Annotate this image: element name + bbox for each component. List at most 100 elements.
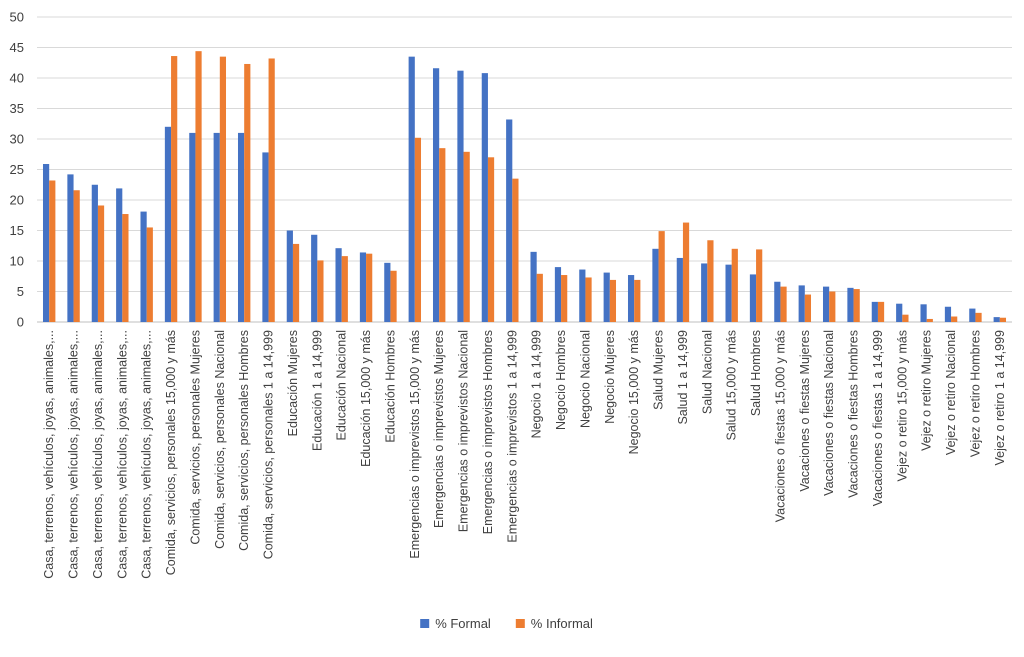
x-tick-label: Comida, servicios, personales Hombres <box>237 330 251 551</box>
bar-formal <box>237 132 245 322</box>
bar-informal <box>171 56 178 322</box>
x-tick-label: Casa, terrenos, vehículos, joyas, animal… <box>91 330 105 579</box>
bar-informal <box>49 180 56 322</box>
bar-formal <box>969 308 976 322</box>
bar-informal <box>609 279 617 322</box>
bar-formal <box>140 211 147 322</box>
bar-formal <box>749 274 757 322</box>
x-tick-label: Vacaciones o fiestas Hombres <box>847 330 861 498</box>
bar-informal <box>682 222 690 322</box>
bar-informal <box>658 231 665 322</box>
bar-informal <box>244 63 251 322</box>
bar-informal <box>414 137 422 322</box>
bar-informal <box>975 312 982 322</box>
y-tick-label: 45 <box>10 40 24 55</box>
bar-informal <box>561 275 568 322</box>
y-tick-label: 35 <box>10 101 24 116</box>
x-tick-label: Casa, terrenos, vehículos, joyas, animal… <box>42 330 56 579</box>
x-tick-label: Vacaciones o fiestas 1 a 14,999 <box>871 330 885 506</box>
x-tick-label: Comida, servicios, personales 1 a 14,999 <box>262 330 276 559</box>
bar-informal <box>902 314 909 322</box>
bar-informal <box>829 291 836 322</box>
bar-formal <box>676 257 683 322</box>
bar-informal <box>292 243 300 322</box>
legend-swatch <box>420 619 430 628</box>
x-tick-label: Casa, terrenos, vehículos, joyas, animal… <box>115 330 129 579</box>
x-tick-label: Educación 15,000 y más <box>359 330 373 467</box>
x-tick-label: Emergencias o imprevistos 1 a 14,999 <box>505 330 519 543</box>
y-tick-label: 25 <box>10 162 24 177</box>
x-tick-label: Vacaciones o fiestas 15,000 y más <box>773 330 787 522</box>
bar-informal <box>487 157 495 322</box>
bar-informal <box>390 270 397 322</box>
bar-informal <box>951 316 958 322</box>
bar-informal <box>317 260 324 322</box>
bar-formal <box>530 251 537 322</box>
x-tick-label: Educación 1 a 14,999 <box>310 330 324 451</box>
bar-formal <box>554 267 562 322</box>
bar-formal <box>652 248 659 322</box>
bar-informal <box>877 301 885 322</box>
bar-informal <box>73 190 80 322</box>
x-tick-label: Vacaciones o fiestas Mujeres <box>798 330 812 492</box>
bar-informal <box>780 286 787 322</box>
bar-informal <box>341 256 348 322</box>
bar-formal <box>944 306 952 322</box>
y-tick-label: 30 <box>10 132 24 147</box>
bar-informal <box>853 289 860 322</box>
x-tick-label: Vejez o retiro 1 a 14,999 <box>993 330 1007 466</box>
bar-formal <box>871 301 878 322</box>
x-tick-label: Comida, servicios, personales Nacional <box>213 330 227 549</box>
bar-formal <box>774 281 781 322</box>
bar-informal <box>439 148 446 322</box>
x-tick-label: Salud 1 a 14,999 <box>676 330 690 425</box>
bar-formal <box>42 164 50 322</box>
y-tick-label: 15 <box>10 223 24 238</box>
x-tick-label: Negocio 15,000 y más <box>627 330 641 454</box>
bar-formal <box>359 252 367 322</box>
legend-label: % Formal <box>435 616 491 631</box>
x-tick-label: Salud Nacional <box>700 330 714 414</box>
x-tick-label: Comida, servicios, personales Mujeres <box>188 330 202 545</box>
bar-formal <box>311 234 318 322</box>
y-tick-label: 10 <box>10 254 24 269</box>
bar-formal <box>603 272 610 322</box>
bar-formal <box>920 304 927 322</box>
x-tick-label: Casa, terrenos, vehículos, joyas, animal… <box>140 330 154 579</box>
bar-informal <box>366 253 373 322</box>
bar-informal <box>195 51 202 322</box>
y-tick-label: 5 <box>17 284 24 299</box>
x-tick-label: Salud 15,000 y más <box>725 330 739 441</box>
bar-formal <box>627 275 635 322</box>
bar-formal <box>189 132 196 322</box>
bar-informal <box>731 248 738 322</box>
bar-formal <box>798 285 805 322</box>
bar-formal <box>335 248 342 322</box>
x-tick-label: Emergencias o imprevistos 15,000 y más <box>408 330 422 559</box>
bar-informal <box>463 151 470 322</box>
bar-formal <box>213 132 220 322</box>
bar-formal <box>91 184 98 322</box>
x-tick-label: Vejez o retiro Hombres <box>968 330 982 457</box>
legend-swatch <box>515 619 525 628</box>
x-tick-label: Casa, terrenos, vehículos, joyas, animal… <box>67 330 81 579</box>
bar-formal <box>286 230 293 322</box>
x-tick-label: Salud Mujeres <box>652 330 666 410</box>
bar-informal <box>999 317 1007 322</box>
bar-informal <box>512 178 519 322</box>
x-tick-label: Emergencias o imprevistos Hombres <box>481 330 495 534</box>
bar-informal <box>536 273 543 322</box>
x-tick-label: Emergencias o imprevistos Mujeres <box>432 330 446 528</box>
x-tick-label: Educación Hombres <box>383 330 397 443</box>
x-tick-label: Educación Mujeres <box>286 330 300 436</box>
legend-item-formal: % Formal <box>420 616 491 631</box>
bar-informal <box>804 294 812 322</box>
bar-formal <box>701 263 708 322</box>
legend-label: % Informal <box>531 616 593 631</box>
y-axis: 0 5 10 15 20 25 30 35 40 45 50 <box>10 10 24 330</box>
bar-formal <box>457 70 464 323</box>
x-tick-label: Negocio Mujeres <box>603 330 617 424</box>
bar-formal <box>847 287 854 322</box>
bar-formal <box>432 68 440 323</box>
bar-informal <box>219 56 227 323</box>
